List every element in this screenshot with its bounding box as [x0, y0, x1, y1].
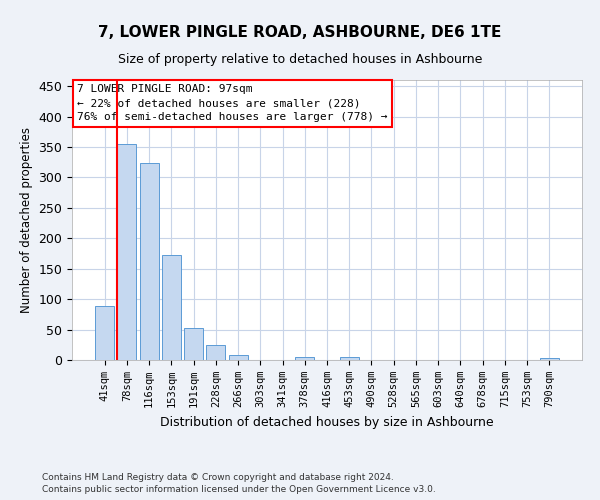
Text: 7 LOWER PINGLE ROAD: 97sqm
← 22% of detached houses are smaller (228)
76% of sem: 7 LOWER PINGLE ROAD: 97sqm ← 22% of deta…	[77, 84, 388, 122]
Text: Contains public sector information licensed under the Open Government Licence v3: Contains public sector information licen…	[42, 486, 436, 494]
Bar	[229, 355, 248, 360]
Bar	[162, 254, 181, 360]
Bar	[206, 345, 225, 360]
Bar	[184, 328, 203, 360]
Bar	[118, 144, 136, 360]
X-axis label: Distribution of detached houses by size in Ashbourne: Distribution of detached houses by size …	[160, 416, 494, 428]
Bar	[540, 358, 559, 360]
Bar	[140, 164, 158, 360]
Text: Size of property relative to detached houses in Ashbourne: Size of property relative to detached ho…	[118, 52, 482, 66]
Bar	[95, 306, 114, 360]
Bar	[295, 357, 314, 360]
Y-axis label: Number of detached properties: Number of detached properties	[20, 127, 33, 313]
Text: Contains HM Land Registry data © Crown copyright and database right 2024.: Contains HM Land Registry data © Crown c…	[42, 473, 394, 482]
Bar	[340, 357, 359, 360]
Text: 7, LOWER PINGLE ROAD, ASHBOURNE, DE6 1TE: 7, LOWER PINGLE ROAD, ASHBOURNE, DE6 1TE	[98, 25, 502, 40]
